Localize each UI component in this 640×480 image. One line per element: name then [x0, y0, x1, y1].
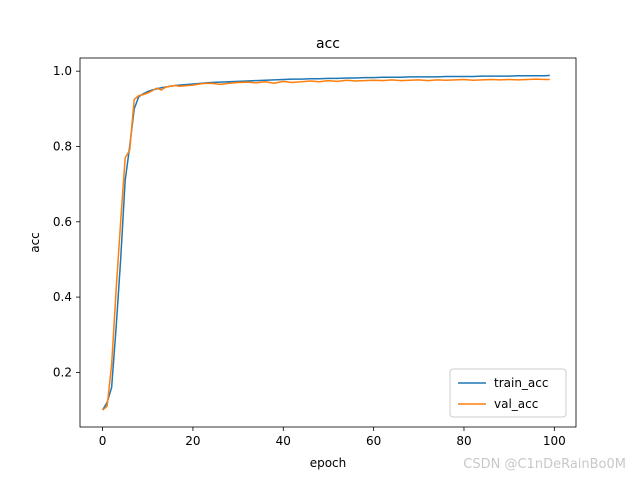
x-axis-label: epoch	[310, 456, 347, 470]
legend-box	[449, 368, 567, 418]
watermark-text: CSDN @C1nDeRainBo0M	[463, 457, 626, 472]
y-tick-label: 0.8	[53, 139, 72, 153]
series-line-val_acc	[102, 78, 550, 411]
legend-label-val_acc: val_acc	[494, 397, 538, 411]
plot-area-frame	[79, 57, 577, 428]
y-tick-label: 0.2	[53, 365, 72, 379]
x-tick-label: 100	[543, 434, 566, 448]
chart-title: acc	[316, 36, 340, 52]
x-tick-label: 80	[456, 434, 471, 448]
x-tick-label: 40	[276, 434, 291, 448]
x-tick-label: 60	[366, 434, 381, 448]
x-tick-label: 0	[99, 434, 107, 448]
y-tick-label: 0.4	[53, 290, 72, 304]
x-tick-label: 20	[185, 434, 200, 448]
y-tick-label: 1.0	[53, 64, 72, 78]
y-tick-label: 0.6	[53, 215, 72, 229]
series-line-train_acc	[101, 74, 550, 411]
y-axis-label: acc	[28, 232, 42, 253]
legend-label-train_acc: train_acc	[494, 376, 548, 390]
